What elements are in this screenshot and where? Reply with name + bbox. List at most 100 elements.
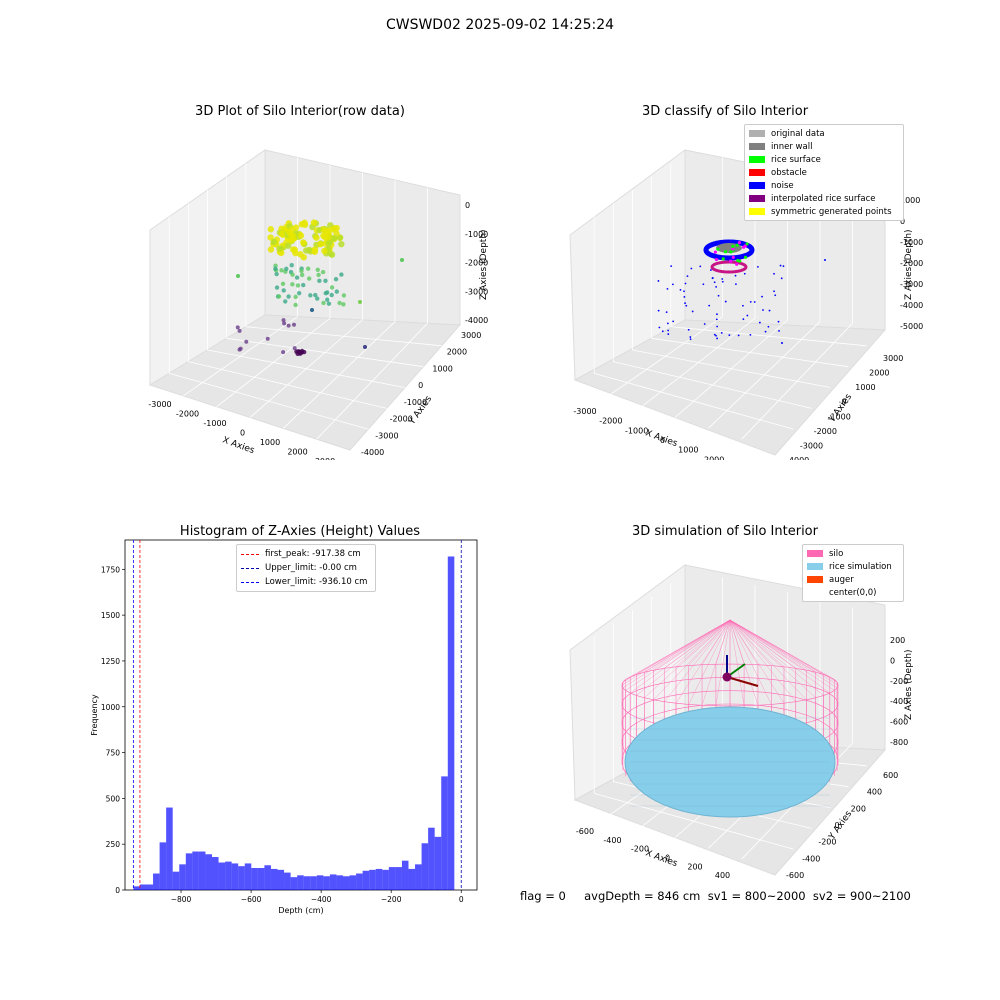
silo-roof-wire xyxy=(701,619,731,665)
panel2-xtick: 0 xyxy=(660,436,665,445)
panel2-legend-item: original data xyxy=(749,127,899,140)
panel3-xlabel: Depth (cm) xyxy=(278,906,323,915)
panel2-ztick: -2000 xyxy=(900,259,923,268)
silo-roof-wire xyxy=(688,619,731,666)
histogram-bar xyxy=(395,867,402,890)
histogram-bar xyxy=(415,864,422,890)
panel2-noise-point xyxy=(735,283,737,285)
panel2-noise-point xyxy=(737,334,740,337)
panel2-xtick: -2000 xyxy=(599,417,622,426)
panel4-ztick: 200 xyxy=(890,636,905,645)
legend-swatch xyxy=(807,550,823,557)
panel1-point xyxy=(338,240,345,248)
silo-roof-wire xyxy=(625,619,731,691)
panel1-point xyxy=(281,318,286,323)
silo-roof-wire xyxy=(653,619,731,671)
panel4-ytick: 200 xyxy=(851,804,866,813)
y-tick-label: 250 xyxy=(106,840,121,849)
histogram-bar xyxy=(401,860,409,890)
panel1-point xyxy=(326,301,332,306)
panel1-point xyxy=(313,234,320,241)
histogram-bar xyxy=(290,877,298,890)
panel2-legend-item: noise xyxy=(749,179,899,192)
histogram-bar xyxy=(428,827,435,890)
panel1-point xyxy=(341,293,347,298)
panel2-noise-point xyxy=(746,314,749,317)
panel2-zlabel: Z Axies (Depth) xyxy=(904,229,914,300)
panel1-ytick: 3000 xyxy=(461,331,481,340)
panel2-noise-point xyxy=(774,294,777,297)
panel1-point xyxy=(290,282,295,287)
panel1-point xyxy=(235,325,240,330)
legend-swatch xyxy=(749,156,765,163)
histogram-bar xyxy=(316,875,324,890)
panel2-noise-point xyxy=(728,334,731,337)
panel1-point xyxy=(299,348,305,354)
panel4-legend-item: center(0,0) xyxy=(807,586,899,599)
histogram-bar xyxy=(218,862,226,890)
panel1-point xyxy=(300,239,307,246)
histogram-bar xyxy=(303,876,311,890)
panel1-point xyxy=(341,302,346,307)
silo-roof-wire xyxy=(729,619,824,696)
panel1-point xyxy=(363,345,367,349)
panel1-point xyxy=(334,289,340,294)
panel4-xtick: -400 xyxy=(603,836,621,845)
panel1-point xyxy=(274,271,279,277)
panel1-point xyxy=(297,232,305,239)
panel2-noise-point xyxy=(777,320,780,323)
silo-roof-wire xyxy=(729,619,745,665)
panel2-noise-point xyxy=(715,286,718,288)
panel1-point xyxy=(315,296,320,301)
panel1-point xyxy=(273,263,278,268)
histogram-bar xyxy=(225,861,232,890)
panel1-point xyxy=(329,285,335,290)
histogram-bar xyxy=(192,851,199,890)
panel3-ylabel: Frequency xyxy=(90,694,99,736)
panel4-ylabel: Y Axies xyxy=(827,809,855,842)
panel2-point xyxy=(743,244,747,248)
panel2-noise-point xyxy=(742,318,745,321)
panel1-point xyxy=(289,262,294,268)
panel2-noise-point xyxy=(753,301,756,303)
panel2-point xyxy=(729,250,733,254)
silo-roof-wire xyxy=(653,619,731,700)
panel2-noise-point xyxy=(761,295,763,298)
panel2-point xyxy=(721,257,725,261)
y-tick-label: 1500 xyxy=(101,611,120,620)
panel1-point xyxy=(282,321,287,326)
silo-ring xyxy=(621,663,839,707)
histogram-bar xyxy=(244,863,252,890)
panel1-ytick: -4000 xyxy=(361,448,384,457)
panel2-noise-point xyxy=(689,336,692,338)
histogram-bar xyxy=(434,836,442,890)
panel2-noise-point xyxy=(667,333,670,335)
panel4-zlabel: Z Axies (Depth) xyxy=(904,649,914,720)
panel1-zlabel: Z Axies (Depth) xyxy=(479,229,489,300)
panel1-point xyxy=(265,336,270,341)
panel2-legend-item: obstacle xyxy=(749,166,899,179)
panel2-point xyxy=(736,258,740,263)
silo-roof-wire xyxy=(675,619,731,668)
panel1-point xyxy=(301,219,308,226)
silo-roof-wire xyxy=(729,619,772,666)
panel2-noise-point xyxy=(670,265,673,268)
silo-roof-wire xyxy=(622,619,731,688)
panel1-point xyxy=(283,299,288,304)
panel4-xtick: -200 xyxy=(631,845,649,854)
panel1-point xyxy=(286,323,291,328)
x-tick-label: −200 xyxy=(381,895,402,904)
panel2-noise-point xyxy=(773,290,775,293)
histogram-bar xyxy=(297,875,304,890)
silo-roof-wire xyxy=(688,619,731,705)
panel1-point xyxy=(321,247,328,255)
legend-swatch xyxy=(807,589,823,596)
panel2-ytick: -4000 xyxy=(786,456,809,460)
panel2-xlabel: X Axies xyxy=(644,428,679,449)
panel2-ytick: 3000 xyxy=(883,354,903,363)
panel2-noise-point xyxy=(679,288,682,291)
panel1-point xyxy=(316,226,323,234)
panel1-xtick: 2000 xyxy=(287,448,307,457)
panel1-point xyxy=(325,240,332,247)
silo-roof-wire xyxy=(729,619,838,688)
